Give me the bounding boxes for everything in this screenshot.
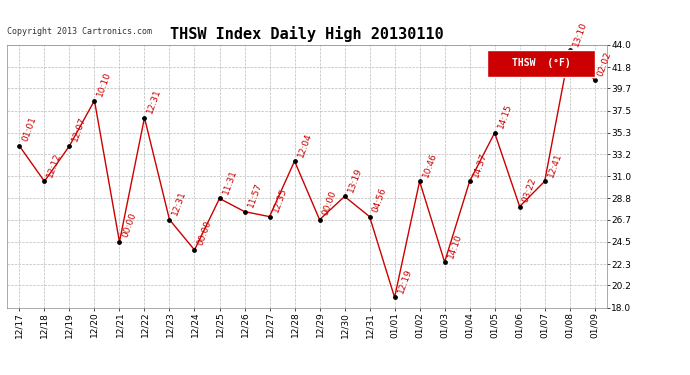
Text: 14:15: 14:15 — [496, 103, 513, 130]
Point — [464, 178, 475, 184]
Text: 03:22: 03:22 — [521, 177, 538, 204]
Point — [439, 259, 450, 265]
Point — [489, 130, 500, 136]
Text: 11:57: 11:57 — [246, 182, 263, 209]
Point — [239, 209, 250, 214]
Text: Copyright 2013 Cartronics.com: Copyright 2013 Cartronics.com — [7, 27, 152, 36]
Point — [539, 178, 550, 184]
Point — [64, 143, 75, 149]
Point — [389, 294, 400, 300]
Point — [414, 178, 425, 184]
Text: 11:31: 11:31 — [221, 168, 238, 196]
Point — [214, 195, 225, 201]
Title: THSW Index Daily High 20130110: THSW Index Daily High 20130110 — [170, 27, 444, 42]
Point — [164, 217, 175, 223]
Text: 12:12: 12:12 — [46, 152, 63, 178]
Text: 13:10: 13:10 — [571, 20, 589, 47]
Text: 12:19: 12:19 — [396, 267, 413, 295]
Text: 01:01: 01:01 — [21, 116, 38, 143]
Point — [114, 239, 125, 245]
Text: 02:02: 02:02 — [596, 50, 613, 78]
Point — [514, 204, 525, 210]
Point — [589, 77, 600, 83]
Text: 13:19: 13:19 — [346, 166, 363, 194]
Point — [89, 98, 100, 104]
Point — [339, 194, 350, 200]
Point — [189, 247, 200, 253]
Text: 12:31: 12:31 — [146, 88, 163, 115]
Text: 14:10: 14:10 — [446, 232, 463, 259]
Point — [289, 158, 300, 164]
Text: 00:00: 00:00 — [196, 220, 213, 247]
Point — [139, 115, 150, 121]
Point — [564, 47, 575, 53]
Text: 12:04: 12:04 — [296, 131, 313, 158]
Text: 12:41: 12:41 — [546, 152, 563, 178]
Point — [364, 214, 375, 220]
Point — [39, 178, 50, 184]
Text: 04:56: 04:56 — [371, 187, 388, 214]
Point — [264, 214, 275, 220]
Point — [14, 143, 25, 149]
Text: 14:37: 14:37 — [471, 151, 489, 178]
Text: 12:35: 12:35 — [271, 187, 288, 214]
Text: 00:00: 00:00 — [321, 189, 338, 217]
Text: 10:10: 10:10 — [96, 70, 113, 98]
Text: 12:31: 12:31 — [171, 190, 188, 217]
Text: 00:00: 00:00 — [121, 212, 138, 239]
Point — [314, 217, 325, 223]
Text: 12:07: 12:07 — [71, 116, 88, 143]
Text: 10:46: 10:46 — [421, 151, 438, 178]
